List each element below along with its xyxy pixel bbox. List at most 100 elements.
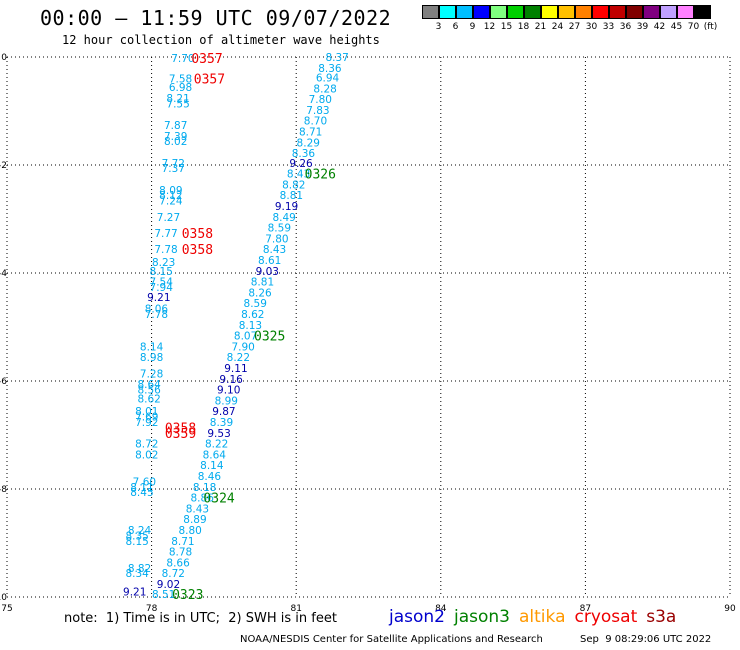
wave-height-label: 8.39 — [210, 417, 233, 429]
x-tick-label: 90 — [724, 604, 736, 614]
wave-height-label: 8.22 — [205, 439, 228, 451]
wave-height-label: 8.21 — [166, 93, 189, 105]
wave-height-label: 8.59 — [244, 298, 267, 310]
y-tick-label: 0 — [1, 53, 7, 63]
colorbar-label: 39 — [636, 22, 649, 32]
colorbar-swatch — [643, 5, 660, 19]
wave-height-label: 7.80 — [309, 94, 332, 106]
wave-height-label: 7.24 — [159, 196, 183, 208]
wave-height-label: 7.92 — [135, 417, 158, 429]
colorbar-swatch — [626, 5, 643, 19]
colorbar-swatch — [473, 5, 490, 19]
wave-height-label: 8.07 — [234, 331, 257, 343]
pass-number-label: 0323 — [172, 588, 203, 603]
wave-height-label: 8.37 — [325, 52, 348, 64]
wave-height-label: 8.70 — [304, 116, 327, 128]
wave-height-label: 8.78 — [169, 547, 192, 559]
colorbar-label: 30 — [585, 22, 598, 32]
wave-height-label: 8.02 — [135, 449, 158, 461]
colorbar-label: 9 — [469, 22, 476, 32]
wave-height-label: 8.06 — [145, 304, 169, 316]
wave-height-label: 8.12 — [159, 190, 182, 202]
wave-height-label: 8.36 — [318, 63, 342, 75]
colorbar-label: 27 — [568, 22, 581, 32]
wave-height-label: 7.28 — [140, 368, 163, 380]
wave-height-label: 8.98 — [140, 352, 163, 364]
wave-height-label: 8.15 — [150, 266, 173, 278]
wave-height-label: 8.89 — [183, 514, 206, 526]
wave-height-label: 9.87 — [212, 406, 235, 418]
wave-height-label: 8.22 — [227, 352, 250, 364]
wave-height-label: 8.61 — [258, 255, 281, 267]
wave-height-label: 7.70 — [171, 53, 194, 65]
pass-number-label: 0359 — [165, 427, 196, 442]
wave-height-label: 6.98 — [169, 82, 192, 94]
colorbar-label: 42 — [653, 22, 666, 32]
y-tick-label: -8 — [0, 485, 7, 495]
x-tick-label: 84 — [435, 604, 447, 614]
legend-jason2: jason2 — [389, 607, 445, 627]
chart-subtitle: 12 hour collection of altimeter wave hei… — [62, 33, 380, 47]
wave-height-label: 8.72 — [162, 568, 185, 580]
wave-height-label: 7.60 — [133, 476, 156, 488]
wave-height-label: 8.13 — [239, 320, 262, 332]
wave-height-label: 8.29 — [297, 137, 320, 149]
wave-height-label: 8.64 — [203, 449, 227, 461]
pass-number-label: 0358 — [182, 243, 213, 258]
colorbar-label: 18 — [517, 22, 530, 32]
wave-height-label: 9.21 — [123, 587, 146, 599]
x-tick-label: 75 — [1, 604, 12, 614]
wave-height-label: 8.86 — [191, 493, 215, 505]
wave-height-label: 8.43 — [287, 169, 310, 181]
credit-line: NOAA/NESDIS Center for Satellite Applica… — [240, 634, 543, 645]
wave-height-label: 7.78 — [154, 244, 177, 256]
wave-height-label: 8.62 — [241, 309, 264, 321]
wave-height-label: 7.90 — [231, 341, 254, 353]
colorbar-label: 3 — [435, 22, 442, 32]
colorbar-swatch — [490, 5, 507, 19]
wave-height-label: 8.11 — [130, 482, 153, 494]
wave-height-label: 7.58 — [169, 74, 192, 86]
wave-height-label: 7.69 — [135, 412, 158, 424]
wave-height-label: 8.36 — [292, 148, 316, 160]
wave-height-label: 8.43 — [186, 503, 209, 515]
wave-height-label: 7.27 — [157, 212, 180, 224]
pass-number-label: 0358 — [182, 227, 213, 242]
y-tick-label: -4 — [0, 269, 7, 279]
colorbar-swatch — [422, 5, 439, 19]
wave-height-label: 8.45 — [130, 487, 153, 499]
wave-height-label: 8.24 — [128, 525, 152, 537]
y-tick-label: -6 — [0, 377, 7, 387]
legend-s3a: s3a — [646, 607, 677, 627]
wave-height-label: 8.51 — [152, 589, 175, 601]
wave-height-label: 8.62 — [137, 393, 160, 405]
colorbar-swatch — [456, 5, 473, 19]
wave-height-label: 9.10 — [217, 385, 240, 397]
wave-height-label: 8.82 — [128, 563, 151, 575]
wave-height-label: 8.56 — [137, 385, 161, 397]
wave-height-label: 7.87 — [164, 120, 187, 132]
pass-number-label: 0358 — [165, 421, 196, 436]
legend-altika: altika — [519, 607, 566, 627]
wave-height-label: 8.18 — [193, 482, 216, 494]
wave-height-label: 8.14 — [140, 341, 164, 353]
colorbar-label: 15 — [500, 22, 513, 32]
colorbar-label: 45 — [670, 22, 683, 32]
colorbar-swatch — [575, 5, 592, 19]
colorbar-label: 12 — [483, 22, 496, 32]
colorbar-swatch — [507, 5, 524, 19]
wave-height-label: 8.99 — [215, 395, 238, 407]
x-tick-label: 78 — [146, 604, 158, 614]
wave-height-label: 8.46 — [198, 471, 222, 483]
wave-height-label: 8.43 — [263, 244, 286, 256]
wave-height-label: 7.72 — [162, 158, 185, 170]
units-note: note: 1) Time is in UTC; 2) SWH is in fe… — [64, 611, 337, 626]
colorbar-label: 36 — [619, 22, 632, 32]
wave-height-label: 8.26 — [248, 287, 272, 299]
colorbar-swatch — [609, 5, 626, 19]
wave-height-label: 8.82 — [282, 179, 305, 191]
colorbar-label: (ft) — [703, 22, 718, 32]
wave-height-label: 8.71 — [299, 127, 322, 139]
generated-timestamp: Sep 9 08:29:06 UTC 2022 — [580, 634, 712, 645]
